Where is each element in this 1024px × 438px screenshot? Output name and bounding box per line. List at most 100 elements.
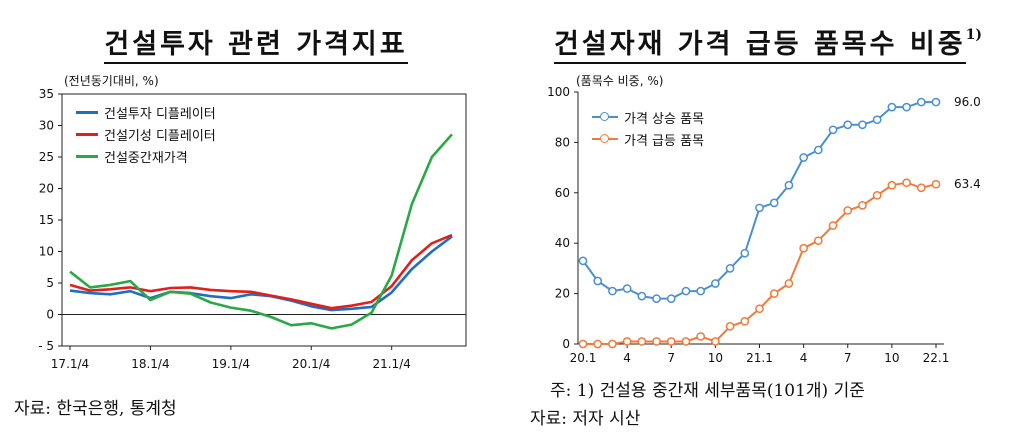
data-point (784, 279, 794, 288)
right-footnote: 주: 1) 건설용 중간재 세부품목(101개) 기준 (550, 381, 865, 401)
x-tick-label: 18.1/4 (131, 357, 169, 371)
right-chart-panel: 건설자재 가격 급등 품목수 비중1) (품목수 비중, %) 0 20 40 60 8… (512, 0, 1024, 438)
data-point (681, 286, 691, 296)
legend-marker (592, 112, 618, 122)
x-tick-label: 19.1/4 (212, 357, 250, 371)
data-point (593, 339, 603, 349)
data-point (608, 339, 617, 349)
data-point (711, 337, 720, 346)
x-tick-label: 21.1 (746, 351, 773, 365)
legend-swatch (76, 154, 98, 158)
data-point (769, 198, 779, 208)
data-point (652, 294, 661, 303)
data-point (813, 236, 823, 246)
left-source-note: 자료: 한국은행, 통계청 (14, 399, 177, 419)
data-point (622, 284, 632, 293)
y-tick-label: 80 (555, 135, 570, 149)
data-point (637, 337, 647, 346)
data-point (916, 183, 926, 193)
x-tick-label: 20.1 (570, 351, 597, 365)
data-point (755, 203, 764, 213)
end-value-label: 63.4 (954, 177, 981, 191)
y-tick-label: 100 (547, 85, 570, 99)
data-point (578, 339, 588, 349)
data-point (652, 337, 661, 346)
legend-marker (592, 134, 618, 144)
legend-item-series-2: 건설기성 디플레이터 (76, 123, 216, 145)
y-tick-label: 10 (39, 245, 54, 259)
y-tick-label: 0 (562, 337, 570, 351)
data-point (769, 289, 779, 298)
x-tick-label: 7 (844, 351, 852, 365)
x-tick-label: 7 (667, 351, 675, 365)
y-tick-label: 30 (39, 119, 54, 133)
data-point (887, 102, 897, 112)
data-point (593, 276, 603, 286)
data-point (799, 243, 808, 253)
data-point (666, 337, 676, 346)
y-tick-label: 15 (39, 213, 54, 227)
data-point (740, 316, 750, 326)
series-line-3 (69, 133, 453, 330)
data-point (696, 332, 706, 341)
y-tick-label: 20 (39, 182, 54, 196)
legend-swatch (76, 132, 98, 136)
right-title-text: 건설자재 가격 급등 품목수 비중 (554, 29, 966, 64)
legend-label: 가격 급등 품목 (624, 133, 705, 149)
x-tick-label: 20.1/4 (292, 357, 330, 371)
data-point (637, 291, 647, 301)
data-point (887, 180, 897, 190)
y-tick-label: 0 (46, 308, 54, 322)
left-chart-legend: 건설투자 디플레이터 건설기성 디플레이터 건설중간재가격 (76, 101, 216, 167)
data-point (784, 180, 794, 190)
data-point (725, 322, 735, 331)
right-line-chart: 0 20 40 60 80 100 20.1 4 7 10 21.1 4 7 10 22.1 96.0 63.4 (547, 85, 981, 365)
y-tick-label: 25 (39, 150, 54, 164)
data-point (843, 120, 853, 130)
y-tick-label: - 5 (38, 339, 54, 353)
legend-swatch (76, 110, 98, 114)
data-point (858, 201, 867, 210)
data-point (931, 179, 941, 189)
series-line-2 (69, 233, 453, 310)
data-point (902, 178, 911, 188)
left-line-chart: - 5 0 5 10 15 20 25 30 35 17.1/4 18.1/4 19.1/4 20.1/… (38, 87, 467, 371)
data-point (755, 304, 764, 314)
right-title-footnote-mark: 1) (965, 27, 982, 43)
x-tick-label: 4 (623, 351, 631, 365)
data-point (681, 337, 691, 346)
legend-item-series-3: 건설중간재가격 (76, 145, 216, 167)
right-chart-legend: 가격 상승 품목 가격 급등 품목 (592, 106, 704, 150)
legend-label: 건설중간재가격 (104, 150, 188, 166)
data-point (916, 97, 926, 107)
data-point (828, 221, 838, 230)
x-tick-label: 4 (800, 351, 808, 365)
legend-label: 가격 상승 품목 (624, 111, 705, 127)
data-point (828, 125, 838, 135)
legend-label: 건설투자 디플레이터 (104, 106, 216, 122)
end-value-label: 96.0 (954, 95, 981, 109)
data-point (622, 337, 632, 346)
right-chart-title: 건설자재 가격 급등 품목수 비중1) (512, 22, 1024, 64)
y-tick-label: 40 (555, 236, 570, 250)
data-point (858, 120, 867, 130)
data-point (872, 190, 882, 200)
data-point (740, 248, 750, 258)
data-point (843, 206, 853, 215)
left-chart-panel: 건설투자 관련 가격지표 (전년동기대비, %) - 5 0 5 10 15 20 25 30… (14, 29, 467, 419)
y-tick-label: 35 (39, 87, 54, 101)
legend-item-series-1: 건설투자 디플레이터 (76, 101, 216, 123)
x-tick-label: 17.1/4 (51, 357, 89, 371)
data-point (578, 256, 588, 266)
right-chart-unit: (품목수 비중, %) (576, 74, 664, 88)
data-point (608, 286, 617, 296)
left-chart-unit: (전년동기대비, %) (64, 74, 159, 88)
data-point (696, 286, 706, 296)
x-tick-label: 10 (884, 351, 899, 365)
legend-item-surging: 가격 급등 품목 (592, 128, 704, 150)
data-point (813, 145, 823, 155)
data-point (711, 279, 720, 288)
right-source-note: 자료: 저자 시산 (530, 409, 641, 429)
data-point (872, 115, 882, 125)
legend-item-rising: 가격 상승 품목 (592, 106, 704, 128)
